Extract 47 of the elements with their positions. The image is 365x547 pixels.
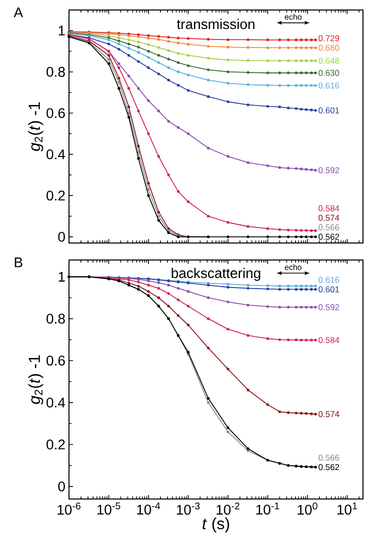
annotation: backscattering (172, 268, 260, 281)
annotation: echo (284, 264, 302, 270)
chart-title: A (14, 8, 24, 18)
series-label: 0.584 (318, 337, 340, 344)
x-tick-label: 10$^{0}$ (298, 502, 318, 515)
x-tick-label: 10$^{1}$ (337, 502, 357, 515)
text: 0.566 (318, 224, 340, 230)
x-tick-label: 10$^{-5}$ (97, 502, 120, 515)
annotation: echo (284, 14, 302, 20)
x-tick-label: 10$^{-3}$ (176, 502, 200, 515)
y-tick-label: 0.2 (46, 440, 65, 450)
y-tick-label: 0.4 (46, 398, 66, 408)
series-label: 0.601 (318, 286, 340, 292)
y-tick-label: 0.2 (46, 190, 65, 201)
y-tick-label: 0.6 (46, 108, 65, 118)
x-tick-label: 10$^{-1}$ (256, 502, 280, 515)
x-tick-label: 10$^{-2}$ (216, 502, 240, 515)
y-tick-label: 1 (58, 26, 65, 36)
y-tick-label: 0.8 (46, 314, 65, 324)
series-label: 0.648 (318, 58, 340, 64)
y-tick-label: 0.6 (46, 356, 65, 366)
series-label: 0.566 (318, 454, 340, 461)
series-label: 0.729 (318, 35, 340, 42)
series-label: 0.562 (318, 464, 340, 470)
x-tick-label: 10$^{-6}$ (58, 502, 80, 515)
series-label: 0.680 (318, 44, 340, 51)
text: 0.574 (318, 214, 340, 221)
series-label: 0.592 (318, 167, 340, 174)
series-label: 0.616 (318, 276, 340, 283)
series-label: 0.616 (318, 82, 340, 88)
series-label: 0.601 (318, 107, 340, 114)
chart-title: B (14, 258, 22, 268)
series-label: 0.574 (318, 411, 340, 418)
y-tick-label: 1 (58, 272, 65, 282)
series-label: 0.592 (318, 304, 340, 310)
y-tick-label: 0.8 (46, 66, 65, 77)
y-axis-title: g$_{2}$(t) -1 (28, 355, 44, 404)
legend-label: 0.562 (318, 234, 340, 240)
series-label: 0.630 (318, 70, 340, 76)
x-axis-title: t (s) (202, 518, 230, 532)
annotation: transmission (176, 18, 254, 30)
y-tick-label: 0 (58, 232, 65, 242)
text: 0.584 (318, 205, 340, 212)
y-tick-label: 0.4 (46, 149, 66, 160)
y-tick-label: 0 (58, 481, 65, 492)
x-tick-label: 10$^{-4}$ (137, 502, 160, 515)
y-axis-title: g$_{2}$(t) -1 (28, 102, 44, 152)
